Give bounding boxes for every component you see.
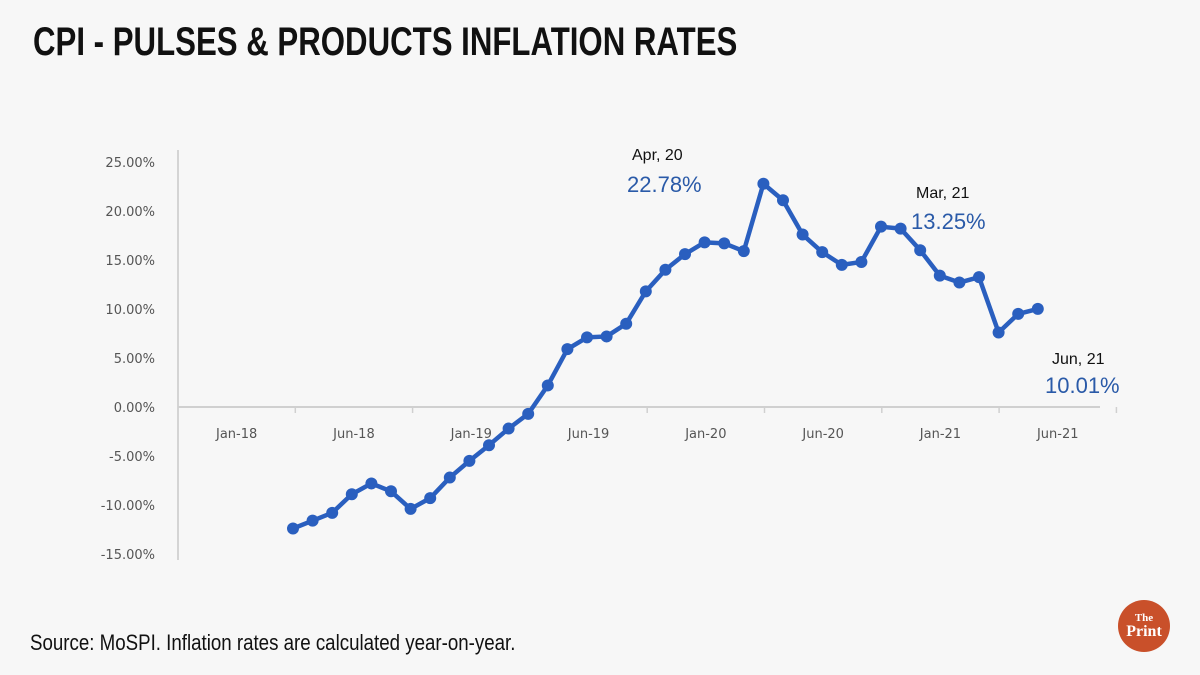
data-point-apr-20 (757, 177, 770, 190)
data-point-oct-19 (639, 285, 652, 298)
y-tick-label: 15.00% (105, 254, 155, 269)
data-point-may-19 (541, 379, 554, 392)
data-point-oct-18 (404, 502, 417, 515)
data-point-may-21 (1012, 307, 1025, 320)
y-tick-label: 10.00% (105, 303, 155, 318)
x-tick-label: Jun-20 (801, 427, 844, 442)
source-note: Source: MoSPI. Inflation rates are calcu… (30, 630, 516, 655)
data-point-sep-18 (385, 485, 397, 498)
data-point-apr-19 (522, 407, 535, 420)
data-point-apr-18 (287, 522, 299, 535)
y-tick-label: -5.00% (109, 450, 155, 465)
data-point-nov-20 (894, 222, 907, 235)
x-axis: Jan-18 Jun-18 Jan-19 Jun-19 Jan-20 Jun-20 Jan-… (177, 406, 1118, 442)
x-tick-label: Jun-19 (567, 427, 610, 442)
data-point-jul-20 (816, 246, 829, 259)
data-point-oct-20 (875, 220, 887, 233)
x-tick-label: Jan-19 (450, 427, 492, 442)
x-tick-label: Jun-21 (1036, 427, 1079, 442)
x-tick-label: Jun-18 (332, 427, 375, 442)
data-point-jan-19 (463, 454, 476, 467)
annotation-date-jun21: Jun, 21 (1052, 351, 1105, 368)
data-point-jul-18 (345, 488, 358, 501)
data-point-may-18 (306, 514, 319, 527)
data-point-feb-21 (953, 276, 966, 289)
data-point-sep-19 (620, 317, 633, 330)
y-tick-label: 5.00% (114, 352, 155, 367)
y-tick-label: -15.00% (101, 548, 155, 563)
data-point-jul-19 (581, 331, 593, 344)
data-point-jun-19 (561, 343, 574, 356)
logo-text-print: Print (1126, 623, 1162, 640)
chart-title: CPI - PULSES & PRODUCTS INFLATION RATES (33, 20, 738, 64)
x-tick-label: Jan-18 (215, 427, 257, 442)
data-point-jan-21 (933, 269, 946, 282)
y-axis: 25.00% 20.00% 15.00% 10.00% 5.00% 0.00% -5.00%… (101, 150, 179, 563)
data-point-jun-18 (326, 506, 339, 519)
data-point-aug-18 (365, 477, 378, 490)
data-point-mar-19 (502, 422, 515, 435)
data-point-feb-19 (483, 439, 495, 452)
theprint-logo: The Print (1118, 600, 1170, 652)
data-point-sep-20 (855, 255, 868, 268)
series-line (287, 177, 1044, 535)
data-point-aug-20 (835, 258, 848, 271)
annotation-value-apr20: 22.78% (627, 172, 702, 197)
annotation-value-jun21: 10.01% (1045, 373, 1120, 398)
annotation-date-apr20: Apr, 20 (632, 147, 683, 164)
data-point-dec-20 (914, 244, 927, 257)
data-point-apr-21 (992, 326, 1005, 339)
data-point-dec-19 (679, 248, 691, 261)
annotation-date-mar21: Mar, 21 (916, 185, 969, 202)
data-point-aug-19 (600, 330, 613, 343)
annotation-value-mar21: 13.25% (911, 209, 986, 234)
series-polyline (292, 181, 1039, 531)
y-tick-label: 0.00% (114, 401, 155, 416)
data-point-may-20 (777, 194, 789, 207)
x-tick-label: Jan-21 (919, 427, 961, 442)
y-tick-label: -10.00% (101, 499, 155, 514)
y-tick-label: 25.00% (105, 156, 155, 171)
y-tick-label: 20.00% (105, 205, 155, 220)
data-point-jun-21 (1031, 302, 1044, 315)
x-tick-label: Jan-20 (684, 427, 726, 442)
data-point-mar-20 (737, 245, 750, 258)
annotations: Apr, 20 22.78% Mar, 21 13.25% Jun, 21 10… (627, 147, 1120, 398)
data-point-dec-18 (443, 471, 456, 484)
data-point-jan-20 (698, 236, 711, 249)
data-point-feb-20 (718, 237, 731, 250)
data-point-nov-18 (424, 492, 437, 505)
data-point-jun-20 (796, 228, 809, 241)
logo-text-the: The (1134, 612, 1154, 624)
data-point-mar-21 (973, 271, 985, 284)
data-point-nov-19 (659, 263, 672, 276)
